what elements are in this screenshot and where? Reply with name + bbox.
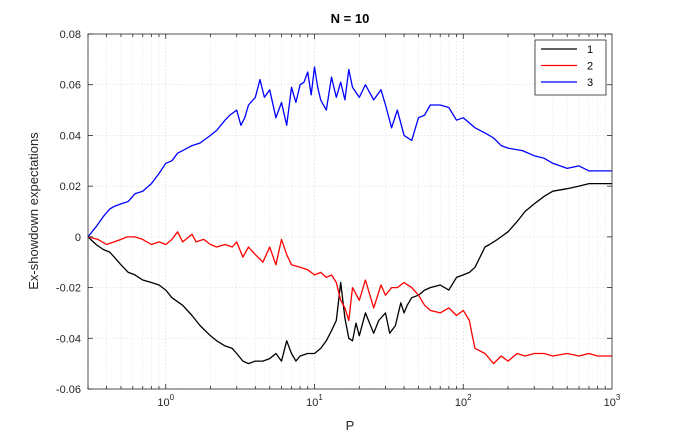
chart-title: N = 10 xyxy=(331,11,370,26)
x-tick-exponent: 0 xyxy=(170,393,175,402)
y-tick-label: 0.08 xyxy=(60,29,81,41)
x-tick-exponent: 3 xyxy=(616,393,621,402)
y-tick-label: -0.06 xyxy=(56,384,81,396)
ticks xyxy=(87,33,612,390)
series-line-3 xyxy=(87,66,612,238)
legend-label: 2 xyxy=(587,61,593,73)
series-group xyxy=(87,66,612,365)
x-tick-exponent: 2 xyxy=(467,393,472,402)
y-axis-label: Ex-showdown expectations xyxy=(26,132,41,290)
x-tick-base: 10 xyxy=(604,397,616,409)
x-tick-base: 10 xyxy=(455,397,467,409)
x-tick-label: 101 xyxy=(306,393,323,409)
x-tick-labels: 100 101 102 103 xyxy=(157,393,620,409)
x-tick-exponent: 1 xyxy=(318,393,323,402)
x-tick-label: 100 xyxy=(157,393,174,409)
x-tick-label: 103 xyxy=(604,393,621,409)
legend-box xyxy=(534,39,607,96)
series-line-1 xyxy=(87,182,612,365)
y-tick-labels: -0.06 -0.04 -0.02 0 0.02 0.04 0.06 0.08 xyxy=(56,29,81,396)
legend-label: 3 xyxy=(587,77,593,89)
legend-label: 1 xyxy=(587,44,593,56)
plot-frame xyxy=(87,33,613,390)
y-tick-label: 0.04 xyxy=(60,130,81,142)
x-tick-base: 10 xyxy=(306,397,318,409)
y-tick-label: 0 xyxy=(75,232,81,244)
series-line-2 xyxy=(87,231,612,365)
y-tick-label: -0.04 xyxy=(56,333,81,345)
plot-area xyxy=(88,34,612,389)
y-tick-label: 0.02 xyxy=(60,181,81,193)
y-tick-label: 0.06 xyxy=(60,80,81,92)
x-axis-label: P xyxy=(346,418,355,433)
x-tick-label: 102 xyxy=(455,393,472,409)
x-tick-base: 10 xyxy=(157,397,169,409)
y-tick-label: -0.02 xyxy=(56,283,81,295)
legend: 1 2 3 xyxy=(534,39,607,96)
